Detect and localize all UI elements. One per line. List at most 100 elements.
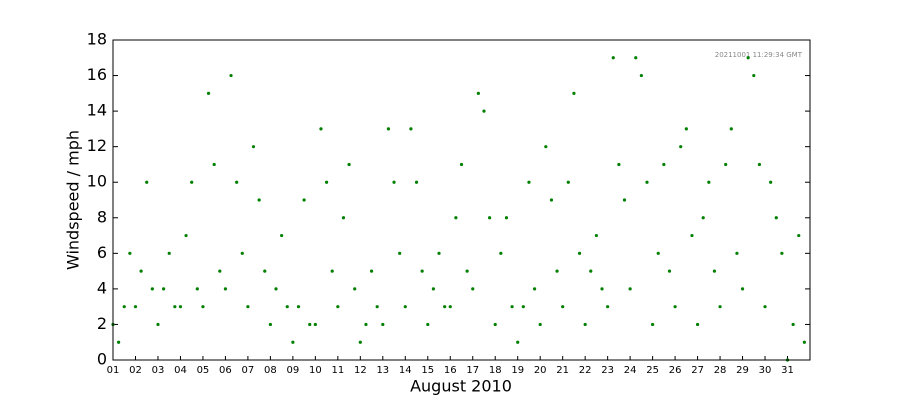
point — [527, 180, 531, 184]
point — [589, 269, 593, 273]
y-tick-label: 14 — [87, 101, 107, 120]
point — [257, 198, 261, 202]
point — [656, 251, 660, 255]
point — [414, 180, 419, 184]
point — [437, 251, 441, 255]
point — [195, 287, 199, 291]
point — [133, 305, 138, 309]
point — [476, 91, 480, 95]
point — [634, 56, 638, 60]
point — [718, 305, 722, 309]
point — [679, 145, 683, 149]
x-tick-label: 18 — [489, 365, 502, 376]
x-tick-label: 20 — [534, 365, 547, 376]
x-tick-label: 13 — [376, 365, 389, 376]
point — [386, 127, 391, 131]
x-tick-label: 08 — [264, 365, 277, 376]
point — [740, 287, 745, 291]
point — [538, 322, 542, 327]
point — [117, 340, 121, 344]
point — [336, 305, 340, 309]
point — [701, 216, 705, 220]
point — [600, 287, 604, 291]
point — [139, 269, 143, 273]
x-tick-label: 31 — [781, 365, 794, 376]
point — [201, 305, 205, 309]
point — [280, 233, 284, 238]
point — [218, 269, 222, 273]
y-tick-label: 10 — [87, 172, 107, 191]
y-tick-label: 8 — [97, 207, 107, 226]
point — [763, 305, 767, 309]
point — [707, 180, 711, 184]
x-axis-label: August 2010 — [410, 377, 512, 396]
x-tick-label: 27 — [691, 365, 704, 376]
point — [459, 162, 464, 167]
point — [235, 180, 239, 184]
point — [516, 340, 520, 344]
point — [353, 287, 357, 291]
point — [617, 162, 621, 167]
point — [358, 340, 362, 344]
point — [561, 305, 565, 309]
point — [797, 233, 801, 238]
point — [651, 322, 655, 327]
x-tick-label: 30 — [759, 365, 772, 376]
point — [594, 233, 599, 238]
point — [510, 305, 514, 309]
point — [499, 251, 503, 255]
x-tick-label: 02 — [129, 365, 142, 376]
point — [285, 305, 289, 309]
point — [330, 269, 334, 273]
y-axis-label: Windspeed / mph — [64, 130, 83, 270]
point — [156, 322, 160, 327]
point — [662, 162, 666, 167]
point — [319, 127, 323, 131]
x-tick-label: 10 — [309, 365, 322, 376]
x-tick-label: 19 — [511, 365, 524, 376]
point — [206, 91, 211, 95]
point — [684, 127, 688, 131]
point — [712, 269, 717, 273]
point — [673, 305, 677, 309]
point — [178, 305, 183, 309]
point — [645, 180, 649, 184]
point — [639, 73, 643, 78]
point — [746, 56, 750, 60]
point — [150, 287, 154, 291]
point — [167, 251, 171, 255]
point — [448, 305, 452, 309]
point — [577, 251, 582, 255]
point — [566, 180, 570, 184]
point — [291, 340, 295, 344]
x-tick-label: 28 — [714, 365, 727, 376]
x-tick-label: 22 — [579, 365, 592, 376]
x-tick-label: 07 — [242, 365, 255, 376]
x-tick-label: 21 — [556, 365, 569, 376]
point — [173, 305, 177, 309]
point — [341, 216, 346, 220]
x-tick-label: 26 — [669, 365, 682, 376]
point — [504, 216, 509, 220]
point — [263, 269, 267, 273]
point — [392, 180, 396, 184]
point — [212, 162, 216, 167]
point — [572, 91, 576, 95]
x-tick-label: 03 — [152, 365, 165, 376]
x-tick-label: 29 — [736, 365, 749, 376]
point — [549, 198, 554, 202]
point — [274, 287, 278, 291]
point — [454, 216, 458, 220]
point — [471, 287, 475, 291]
point — [555, 269, 559, 273]
point — [802, 340, 806, 344]
point — [431, 287, 435, 291]
point — [128, 251, 132, 255]
point — [409, 127, 413, 131]
point — [240, 251, 244, 255]
point — [622, 198, 627, 202]
point — [465, 269, 469, 273]
x-tick-label: 12 — [354, 365, 367, 376]
